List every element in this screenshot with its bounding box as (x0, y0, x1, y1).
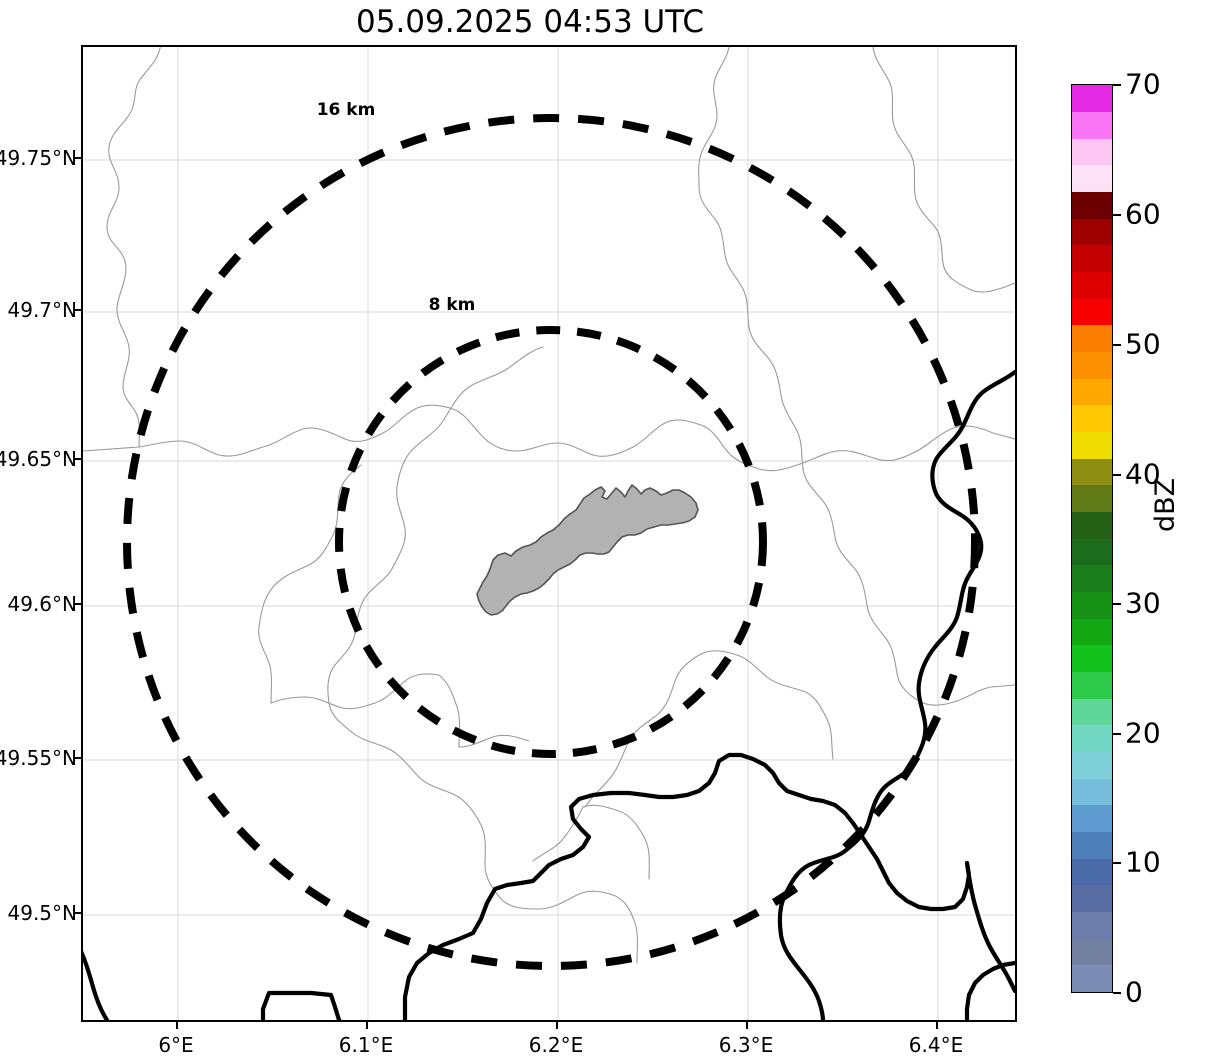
colorbar-axis-label: dBZ (1150, 477, 1181, 532)
colorbar-segment-3 (1072, 885, 1112, 912)
colorbar-segment-24 (1072, 325, 1112, 352)
colorbar-tick-mark-70 (1113, 84, 1121, 86)
x-tick-label-6-1: 6.1°E (338, 1033, 394, 1057)
colorbar-tick-label-20: 20 (1125, 716, 1161, 750)
colorbar-segment-9 (1072, 725, 1112, 752)
colorbar-segment-18 (1072, 485, 1112, 512)
colorbar-segment-10 (1072, 698, 1112, 726)
colorbar-segment-6 (1072, 805, 1112, 832)
colorbar-segment-30 (1072, 165, 1112, 192)
y-tick-label-49-6: 49.6°N (7, 592, 78, 616)
colorbar-segment-32 (1072, 111, 1112, 139)
y-tick-mark-49-5 (74, 912, 81, 914)
range-ring-16km (123, 114, 979, 970)
colorbar-segment-21 (1072, 405, 1112, 432)
y-tick-mark-49-75 (74, 157, 81, 159)
national-borders (83, 369, 1015, 1020)
colorbar-tick-mark-0 (1113, 992, 1121, 994)
y-tick-label-49-7: 49.7°N (7, 298, 78, 322)
colorbar-segment-23 (1072, 351, 1112, 379)
colorbar-gradient (1071, 84, 1113, 993)
colorbar-segment-26 (1072, 271, 1112, 299)
colorbar-tick-mark-40 (1113, 474, 1121, 476)
x-tick-mark-6-2 (556, 1022, 558, 1029)
range-ring-label-8km: 8 km (428, 295, 476, 315)
x-tick-mark-6-3 (746, 1022, 748, 1029)
colorbar-segment-0 (1072, 965, 1112, 992)
colorbar-tick-label-50: 50 (1125, 327, 1161, 361)
colorbar-segment-29 (1072, 191, 1112, 219)
colorbar-segment-2 (1072, 911, 1112, 939)
colorbar-tick-label-60: 60 (1125, 197, 1161, 231)
x-tick-label-6-3: 6.3°E (718, 1033, 774, 1057)
colorbar-segment-7 (1072, 778, 1112, 806)
range-rings (123, 114, 979, 970)
colorbar-segment-12 (1072, 645, 1112, 672)
x-tick-label-6-4: 6.4°E (908, 1033, 964, 1057)
colorbar-segment-19 (1072, 458, 1112, 486)
city-area-polygon (476, 484, 699, 616)
colorbar-tick-mark-60 (1113, 214, 1121, 216)
colorbar-segment-13 (1072, 618, 1112, 646)
y-tick-label-49-75: 49.75°N (0, 146, 77, 170)
colorbar[interactable]: 0 10 20 30 40 50 60 70 (1071, 68, 1161, 1009)
map-plot-area[interactable]: 16 km 8 km (81, 45, 1017, 1022)
colorbar-tick-label-70: 70 (1125, 67, 1161, 101)
colorbar-segment-11 (1072, 671, 1112, 699)
x-tick-label-6: 6°E (158, 1033, 194, 1057)
colorbar-segment-4 (1072, 858, 1112, 886)
colorbar-tick-label-30: 30 (1125, 586, 1161, 620)
colorbar-segment-16 (1072, 538, 1112, 566)
colorbar-segment-22 (1072, 378, 1112, 406)
y-tick-mark-49-55 (74, 757, 81, 759)
colorbar-tick-label-10: 10 (1125, 845, 1161, 879)
colorbar-segment-28 (1072, 218, 1112, 246)
x-tick-mark-6-1 (366, 1022, 368, 1029)
map-svg (83, 47, 1015, 1020)
x-tick-label-6-2: 6.2°E (528, 1033, 584, 1057)
y-tick-label-49-5: 49.5°N (7, 901, 78, 925)
y-tick-mark-49-65 (74, 458, 81, 460)
colorbar-segment-17 (1072, 511, 1112, 539)
colorbar-segment-8 (1072, 751, 1112, 779)
y-tick-label-49-55: 49.55°N (0, 746, 77, 770)
colorbar-segment-20 (1072, 431, 1112, 459)
admin-boundaries (83, 47, 1015, 964)
y-tick-mark-49-7 (74, 309, 81, 311)
colorbar-segment-5 (1072, 831, 1112, 859)
colorbar-segment-31 (1072, 138, 1112, 166)
gridlines (83, 47, 1015, 1020)
colorbar-tick-mark-50 (1113, 344, 1121, 346)
x-tick-mark-6 (176, 1022, 178, 1029)
colorbar-tick-mark-20 (1113, 733, 1121, 735)
colorbar-tick-mark-10 (1113, 862, 1121, 864)
y-tick-mark-49-6 (74, 603, 81, 605)
colorbar-segment-27 (1072, 245, 1112, 272)
x-tick-mark-6-4 (936, 1022, 938, 1029)
figure-title: 05.09.2025 04:53 UTC (356, 4, 704, 40)
colorbar-segment-25 (1072, 298, 1112, 326)
range-ring-label-16km: 16 km (316, 100, 376, 120)
colorbar-tick-mark-30 (1113, 603, 1121, 605)
colorbar-segment-1 (1072, 938, 1112, 966)
colorbar-segment-15 (1072, 565, 1112, 592)
colorbar-tick-label-0: 0 (1125, 975, 1143, 1009)
colorbar-segment-14 (1072, 591, 1112, 619)
colorbar-segment-33 (1072, 85, 1112, 112)
colorbar-tick-label-40: 40 (1125, 457, 1161, 491)
y-tick-label-49-65: 49.65°N (0, 447, 77, 471)
range-ring-8km (335, 326, 767, 758)
